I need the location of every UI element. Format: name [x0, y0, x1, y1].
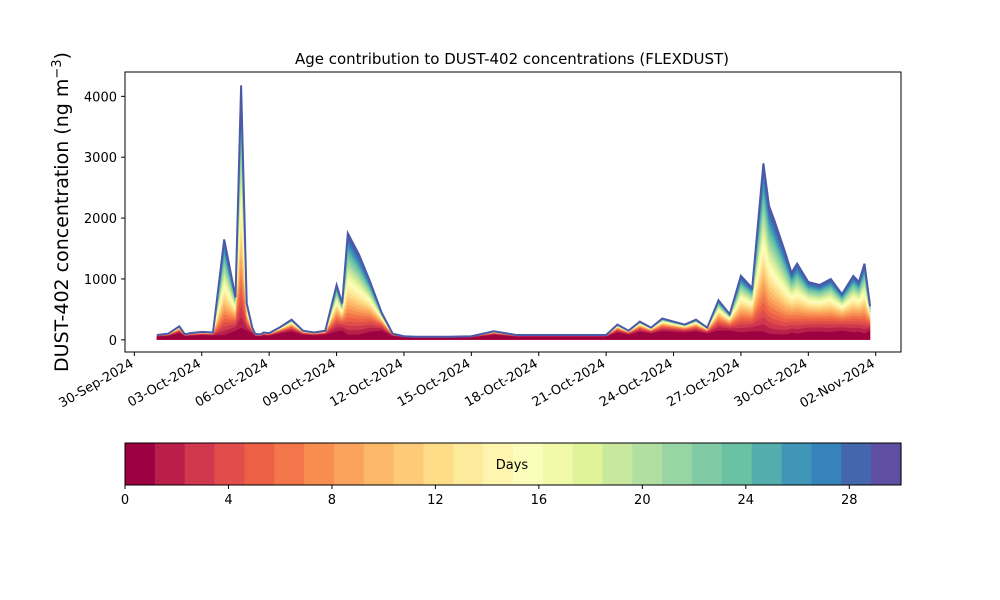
colorbar-tick-label: 12 — [427, 493, 444, 508]
colorbar-segment — [751, 443, 783, 485]
colorbar-segment — [632, 443, 663, 485]
colorbar-segment — [274, 443, 305, 485]
colorbar-tick-label: 8 — [328, 493, 336, 508]
x-tick-label: 02-Nov-2024 — [797, 356, 877, 411]
colorbar-segment — [423, 443, 454, 485]
x-tick-label: 03-Oct-2024 — [125, 356, 203, 410]
colorbar-segment — [483, 443, 514, 485]
colorbar-segment — [453, 443, 484, 485]
colorbar-segment — [572, 443, 604, 485]
x-tick-label: 21-Oct-2024 — [530, 356, 608, 410]
colorbar-segment — [811, 443, 842, 485]
colorbar-tick-label: 0 — [121, 493, 129, 508]
age-band-0 — [156, 327, 871, 340]
colorbar-segment — [184, 443, 216, 485]
colorbar-tick-label: 16 — [531, 493, 548, 508]
colorbar-segment — [333, 443, 365, 485]
plot-frame — [124, 71, 902, 353]
age-band-11 — [156, 216, 871, 340]
colorbar-tick-label: 4 — [224, 493, 232, 508]
x-tick-label: 27-Oct-2024 — [665, 356, 743, 410]
colorbar-segment — [154, 443, 186, 485]
colorbar-segment — [363, 443, 395, 485]
colorbar-segment — [542, 443, 574, 485]
x-tick-label: 09-Oct-2024 — [260, 356, 338, 410]
colorbar-segment — [721, 443, 753, 485]
colorbar-tick-label: 28 — [841, 493, 858, 508]
colorbar-segment — [662, 443, 693, 485]
colorbar-segment — [304, 443, 335, 485]
y-axis-label: DUST-402 concentration (ng m−3) — [50, 52, 73, 372]
colorbar-segment — [871, 443, 902, 485]
x-tick-label: 06-Oct-2024 — [193, 356, 271, 410]
colorbar-segment — [692, 443, 723, 485]
y-tick-label: 0 — [109, 334, 117, 349]
x-tick-label: 12-Oct-2024 — [328, 356, 406, 410]
y-axis-label-main: DUST-402 concentration (ng m — [51, 79, 73, 372]
colorbar-tick-label: 24 — [738, 493, 755, 508]
y-tick-label: 1000 — [84, 273, 117, 288]
colorbar-label: Days — [496, 458, 529, 473]
colorbar: 0 4 8 12 16 20 24 28 — [121, 442, 902, 508]
colorbar-segment — [781, 443, 813, 485]
colorbar-frame — [124, 442, 902, 486]
x-axis: 30-Sep-202403-Oct-202406-Oct-202409-Oct-… — [57, 352, 878, 411]
colorbar-segment — [125, 443, 156, 485]
colorbar-segment — [214, 443, 245, 485]
y-axis-label-close: ) — [51, 52, 73, 59]
colorbar-segment — [513, 443, 544, 485]
x-tick-label: 24-Oct-2024 — [597, 356, 675, 410]
plot-area — [156, 85, 872, 340]
colorbar-segment — [841, 443, 872, 485]
chart-title: Age contribution to DUST-402 concentrati… — [295, 50, 729, 68]
colorbar-segment — [244, 443, 275, 485]
y-tick-label: 2000 — [84, 212, 117, 227]
colorbar-tick-label: 20 — [634, 493, 651, 508]
x-tick-label: 15-Oct-2024 — [395, 356, 473, 410]
x-tick-label: 18-Oct-2024 — [462, 356, 540, 410]
y-axis-label-exponent: −3 — [50, 59, 65, 78]
colorbar-segment — [393, 443, 425, 485]
y-axis: 0 1000 2000 3000 4000 — [84, 90, 125, 349]
y-tick-label: 4000 — [84, 90, 117, 105]
y-tick-label: 3000 — [84, 151, 117, 166]
total-line — [156, 85, 872, 338]
colorbar-segment — [602, 443, 633, 485]
